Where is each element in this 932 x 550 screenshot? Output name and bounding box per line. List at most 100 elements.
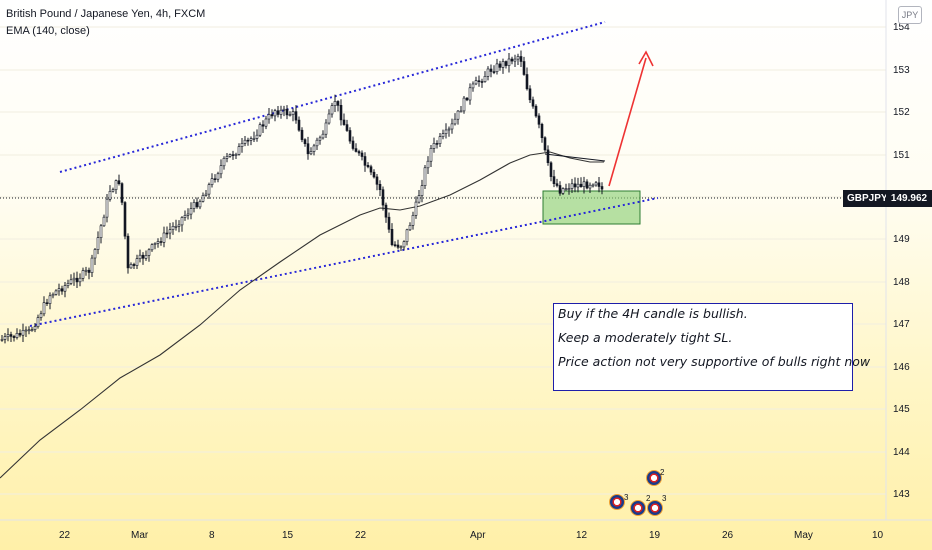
- candle-body: [336, 101, 340, 106]
- candle-body: [438, 136, 442, 144]
- event-count: 2: [646, 494, 651, 503]
- price-tick: 153: [893, 65, 910, 76]
- candle-body: [405, 229, 409, 243]
- candle-body: [495, 63, 499, 73]
- last-price-badge: 149.962: [886, 190, 932, 207]
- symbol-title[interactable]: British Pound / Japanese Yen, 4h, FXCM: [6, 8, 206, 20]
- trade-note-textbox[interactable]: Buy if the 4H candle is bullish. Keep a …: [553, 303, 870, 391]
- price-tick: 152: [893, 107, 910, 118]
- candle-body: [99, 225, 103, 239]
- candle-body: [555, 183, 559, 186]
- candle-body: [15, 332, 19, 338]
- upper-channel-line[interactable]: [59, 21, 606, 173]
- candle-body: [264, 118, 268, 127]
- candle-body: [270, 114, 274, 117]
- time-tick: 22: [355, 530, 367, 541]
- candle-body: [513, 58, 517, 62]
- time-axis[interactable]: 22 Mar 8 15 22 Apr 12 19 26 May 10: [59, 530, 884, 541]
- price-tick: 154: [893, 22, 910, 33]
- candle-body: [318, 137, 322, 141]
- candle-body: [156, 241, 160, 244]
- candle-body: [507, 58, 511, 66]
- candle-body: [453, 118, 457, 125]
- candle-body: [48, 295, 52, 304]
- chart-legend[interactable]: British Pound / Japanese Yen, 4h, FXCM E…: [6, 6, 205, 40]
- candle-body: [138, 254, 142, 259]
- candle-body: [576, 183, 580, 188]
- candle-body: [276, 110, 280, 115]
- candle-body: [300, 129, 304, 140]
- candle-body: [456, 110, 460, 120]
- lower-channel-line[interactable]: [29, 197, 659, 327]
- candle-body: [27, 329, 31, 332]
- currency-scale-button[interactable]: JPY: [898, 6, 922, 24]
- candle-body: [489, 68, 493, 72]
- price-grid: [0, 26, 886, 495]
- candle-body: [132, 264, 136, 266]
- uk-flag-event-icon[interactable]: [630, 500, 646, 516]
- candle-body: [96, 237, 100, 250]
- candle-body: [159, 241, 163, 243]
- candle-body: [339, 105, 343, 121]
- candle-body: [117, 180, 121, 184]
- time-tick: Mar: [131, 530, 149, 541]
- candle-body: [390, 229, 394, 246]
- short-resistance-line[interactable]: [544, 153, 606, 162]
- candle-body: [183, 215, 187, 218]
- candle-body: [504, 61, 508, 66]
- candle-body: [528, 88, 532, 101]
- candle-body: [201, 195, 205, 202]
- indicator-label[interactable]: EMA (140, close): [6, 25, 90, 37]
- candle-body: [333, 101, 337, 107]
- candle-body: [324, 122, 328, 135]
- uk-flag-event-icon[interactable]: [646, 470, 662, 486]
- candle-body: [426, 160, 430, 169]
- uk-flag-event-icon[interactable]: [609, 494, 625, 510]
- candle-body: [36, 317, 40, 328]
- candle-body: [393, 244, 397, 246]
- candle-body: [144, 255, 148, 259]
- candle-body: [294, 111, 298, 121]
- candle-body: [198, 201, 202, 208]
- candle-body: [21, 329, 25, 336]
- candle-body: [342, 119, 346, 125]
- candle-body: [168, 229, 172, 234]
- candle-body: [471, 83, 475, 89]
- candle-body: [105, 198, 109, 218]
- candle-body: [111, 189, 115, 192]
- candle-body: [120, 183, 124, 203]
- demand-zone-rectangle[interactable]: [542, 190, 641, 225]
- event-count: 3: [624, 493, 629, 502]
- time-tick: 26: [722, 530, 734, 541]
- note-line: Keep a moderately tight SL.: [558, 330, 733, 345]
- candlestick-series: [0, 50, 604, 344]
- candle-body: [165, 232, 169, 235]
- candle-body: [78, 277, 82, 283]
- price-axis[interactable]: 154 153 152 151 150 149 148 147 146 145 …: [893, 22, 910, 500]
- event-count: 3: [662, 494, 667, 503]
- candle-body: [261, 124, 265, 127]
- projection-arrow[interactable]: [608, 57, 647, 187]
- candle-body: [258, 124, 262, 136]
- candle-body: [447, 128, 451, 131]
- candle-body: [108, 191, 112, 200]
- candle-body: [186, 213, 190, 216]
- candle-body: [582, 181, 586, 188]
- price-tick: 145: [893, 404, 910, 415]
- candle-body: [213, 178, 217, 180]
- candle-body: [378, 184, 382, 191]
- candle-body: [207, 184, 211, 195]
- candle-body: [33, 326, 37, 330]
- jp-flag-event-icon[interactable]: [647, 500, 663, 516]
- candle-body: [24, 329, 28, 332]
- candle-body: [189, 208, 193, 215]
- candle-body: [267, 114, 271, 120]
- candle-body: [3, 336, 7, 340]
- time-tick: 12: [576, 530, 588, 541]
- candle-body: [567, 188, 571, 190]
- candle-body: [591, 184, 595, 187]
- candle-body: [369, 166, 373, 173]
- candle-body: [39, 313, 43, 318]
